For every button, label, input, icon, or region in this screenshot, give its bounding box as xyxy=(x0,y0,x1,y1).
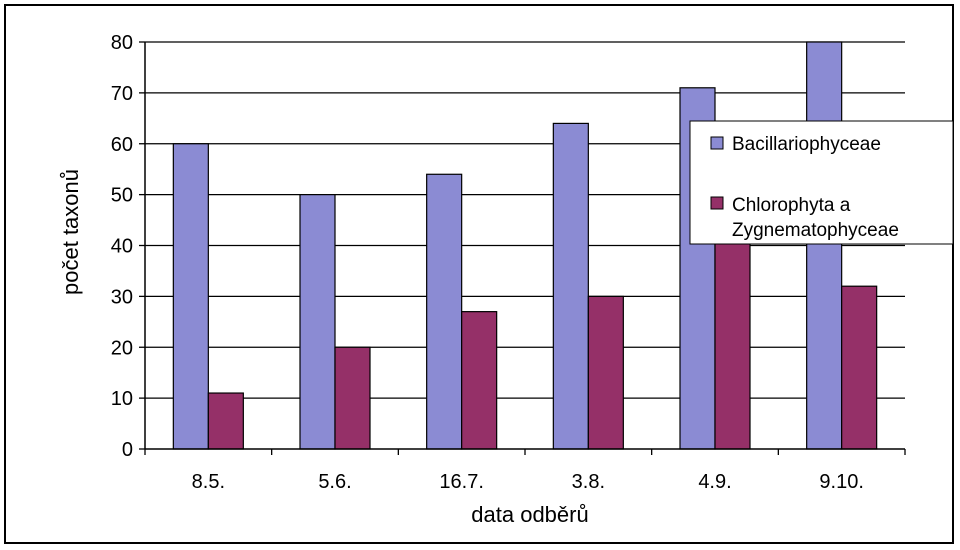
y-tick-label: 50 xyxy=(111,185,133,207)
legend-swatch-chlorophyta xyxy=(710,196,724,210)
y-axis-title: počet taxonů xyxy=(58,169,83,295)
legend: Bacillariophyceae Chlorophyta a Zygnemat… xyxy=(689,120,954,245)
chart-frame xyxy=(4,4,954,544)
x-tick-labels: 8.5. 5.6. 16.7. 3.8. 4.9. 9.10. xyxy=(192,471,864,493)
x-tick-label: 5.6. xyxy=(318,471,351,493)
bar xyxy=(552,122,589,450)
legend-label-chlorophyta-line-1: Chlorophyta a xyxy=(732,195,851,216)
bar xyxy=(714,239,751,450)
x-tick-label: 16.7. xyxy=(439,471,483,493)
x-axis-title: data odběrů xyxy=(471,502,588,527)
bar xyxy=(806,41,843,450)
legend-swatch-bacillariophyceae xyxy=(710,136,724,150)
x-tick-label: 9.10. xyxy=(819,471,863,493)
bar xyxy=(299,194,336,450)
bar xyxy=(207,392,244,450)
bar xyxy=(461,311,498,450)
y-tick-label: 30 xyxy=(111,286,133,308)
x-tick-label: 3.8. xyxy=(572,471,605,493)
bar xyxy=(334,346,371,450)
y-tick-label: 70 xyxy=(111,83,133,105)
y-tick-label: 20 xyxy=(111,337,133,359)
legend-box xyxy=(689,120,954,245)
bar xyxy=(426,173,463,450)
x-tick-label: 8.5. xyxy=(192,471,225,493)
y-tick-labels: 0 10 20 30 40 50 60 70 80 xyxy=(111,32,133,461)
y-tick-label: 0 xyxy=(122,439,133,461)
legend-label-chlorophyta-line-2: Zygnematophyceae xyxy=(732,220,899,241)
legend-label-bacillariophyceae: Bacillariophyceae xyxy=(732,134,881,155)
bar xyxy=(841,285,878,450)
bar xyxy=(587,295,624,450)
y-tick-label: 40 xyxy=(111,236,133,258)
y-tick-label: 80 xyxy=(111,32,133,54)
bar xyxy=(172,143,209,450)
axes xyxy=(139,41,906,455)
x-tick-label: 4.9. xyxy=(698,471,731,493)
y-tick-label: 10 xyxy=(111,388,133,410)
bars xyxy=(172,41,878,450)
y-tick-label: 60 xyxy=(111,134,133,156)
